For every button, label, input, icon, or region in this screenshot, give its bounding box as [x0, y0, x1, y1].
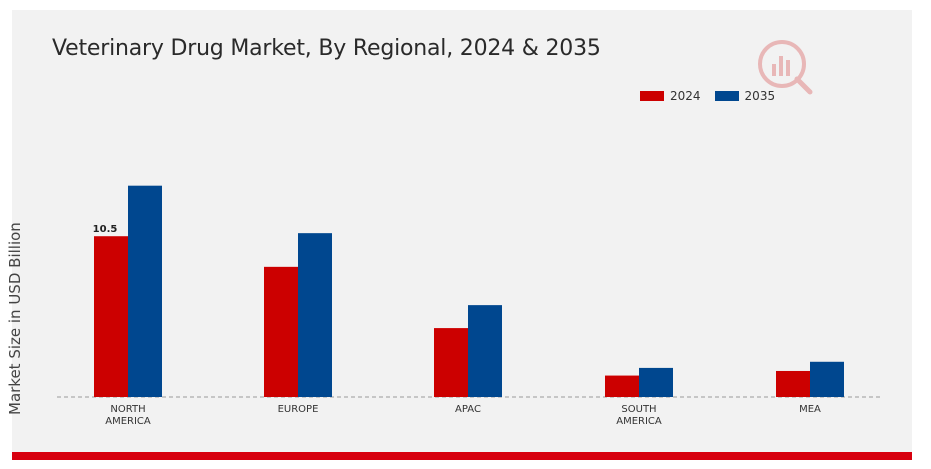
legend-swatch-2024 — [640, 91, 664, 101]
x-tick-label-2: APAC — [455, 404, 481, 415]
x-tick-label-4: MEA — [799, 404, 821, 415]
bar-2035-0 — [128, 185, 162, 397]
bar-2024-3 — [605, 375, 639, 397]
bottom-accent-bar — [12, 452, 912, 460]
bar-2024-0 — [94, 236, 128, 397]
x-tick-label-0: NORTH AMERICA — [105, 404, 151, 427]
bar-2035-3 — [639, 367, 673, 397]
legend-item-2024: 2024 — [640, 89, 701, 103]
chart-title: Veterinary Drug Market, By Regional, 202… — [52, 36, 601, 61]
bar-2024-2 — [434, 328, 468, 397]
bar-2035-2 — [468, 305, 502, 397]
bar-2024-4 — [776, 370, 810, 397]
brand-logo-icon — [758, 40, 813, 95]
legend: 2024 2035 — [640, 89, 775, 103]
legend-item-2035: 2035 — [714, 89, 776, 103]
x-tick-label-3: SOUTH AMERICA — [616, 404, 662, 427]
bar-2035-1 — [298, 233, 332, 397]
legend-label-2035: 2035 — [744, 89, 776, 103]
legend-swatch-2035 — [714, 91, 739, 101]
bar-2035-4 — [810, 361, 844, 397]
data-label-0: 10.5 — [93, 224, 118, 235]
legend-label-2024: 2024 — [670, 89, 701, 103]
bar-2024-1 — [264, 266, 298, 397]
x-tick-label-1: EUROPE — [278, 404, 319, 415]
